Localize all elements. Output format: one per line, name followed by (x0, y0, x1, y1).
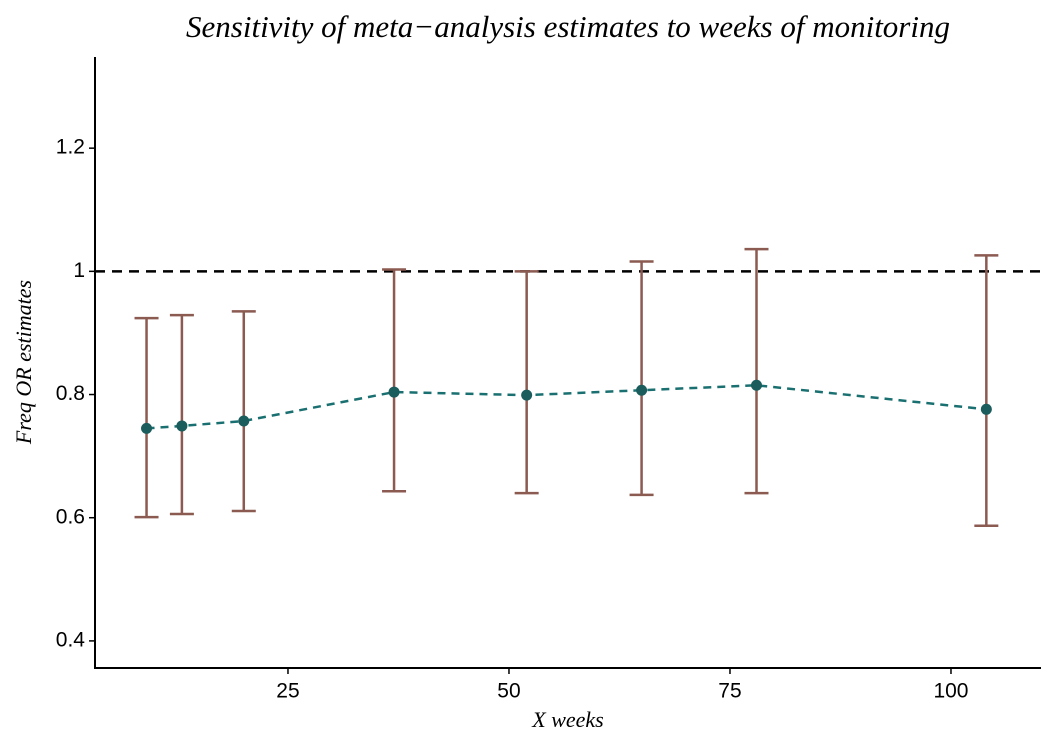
point (521, 389, 533, 401)
x-tick-label: 100 (933, 680, 968, 703)
x-axis-title: X weeks (531, 707, 603, 732)
y-tick-label: 1 (73, 259, 85, 282)
chart-title: Sensitivity of meta−analysis estimates t… (186, 9, 950, 44)
y-tick-label: 0.8 (56, 382, 85, 405)
point (238, 415, 250, 427)
point (751, 379, 762, 391)
y-tick-label: 0.6 (56, 505, 85, 528)
point (980, 403, 992, 415)
estimate-line (146, 384, 987, 430)
y-axis-title: Freq OR estimates (11, 280, 36, 445)
point (636, 384, 648, 396)
x-tick-label: 50 (497, 680, 520, 703)
point (176, 420, 188, 432)
x-tick-label: 75 (718, 680, 741, 703)
x-tick-label: 25 (276, 680, 299, 703)
y-tick-label: 1.2 (56, 136, 85, 159)
y-tick-label: 0.4 (56, 628, 86, 651)
point (141, 422, 153, 434)
point (388, 386, 400, 398)
